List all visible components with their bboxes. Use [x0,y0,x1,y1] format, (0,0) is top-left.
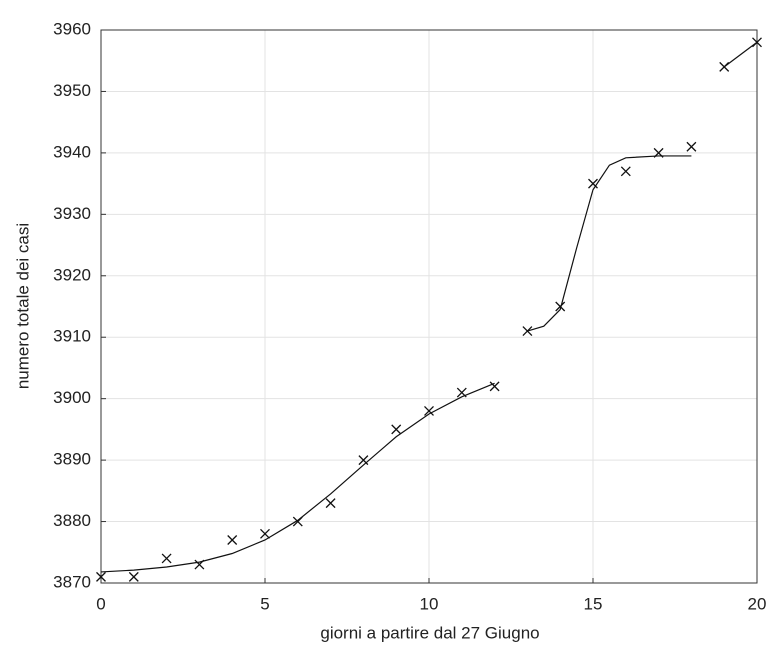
x-tick-label: 10 [420,594,439,613]
y-tick-label: 3940 [53,142,91,161]
fit-curve [100,382,495,573]
fit-curve [723,41,758,68]
y-tick-label: 3920 [53,265,91,284]
data-point [227,535,238,545]
y-tick-label: 3890 [53,450,91,469]
data-point [260,528,270,539]
y-tick-label: 3960 [53,19,91,38]
y-tick-label: 3930 [53,204,91,223]
plot-frame [100,29,758,584]
data-point [489,381,500,392]
data-point [424,405,434,416]
y-tick-label: 3880 [53,511,91,530]
data-point [588,178,598,189]
data-point [719,61,730,72]
x-tick-label: 5 [260,594,269,613]
x-tick-label: 0 [96,594,105,613]
y-axis-label: numero totale dei casi [13,223,32,389]
x-axis-label: giorni a partire dal 27 Giugno [320,623,539,642]
data-point [161,553,172,564]
y-tick-label: 3910 [53,327,91,346]
data-point [96,571,106,582]
y-tick-label: 3870 [53,572,91,591]
x-tick-label: 20 [748,594,767,613]
data-point [325,498,336,509]
data-point [555,301,566,312]
data-point [522,326,533,337]
data-point [686,141,697,152]
y-tick-label: 3950 [53,81,91,100]
x-tick-label: 15 [584,594,603,613]
fit-curve [527,155,692,332]
data-point [128,571,139,582]
y-tick-label: 3900 [53,388,91,407]
data-point [620,166,631,177]
data-point [391,424,402,435]
